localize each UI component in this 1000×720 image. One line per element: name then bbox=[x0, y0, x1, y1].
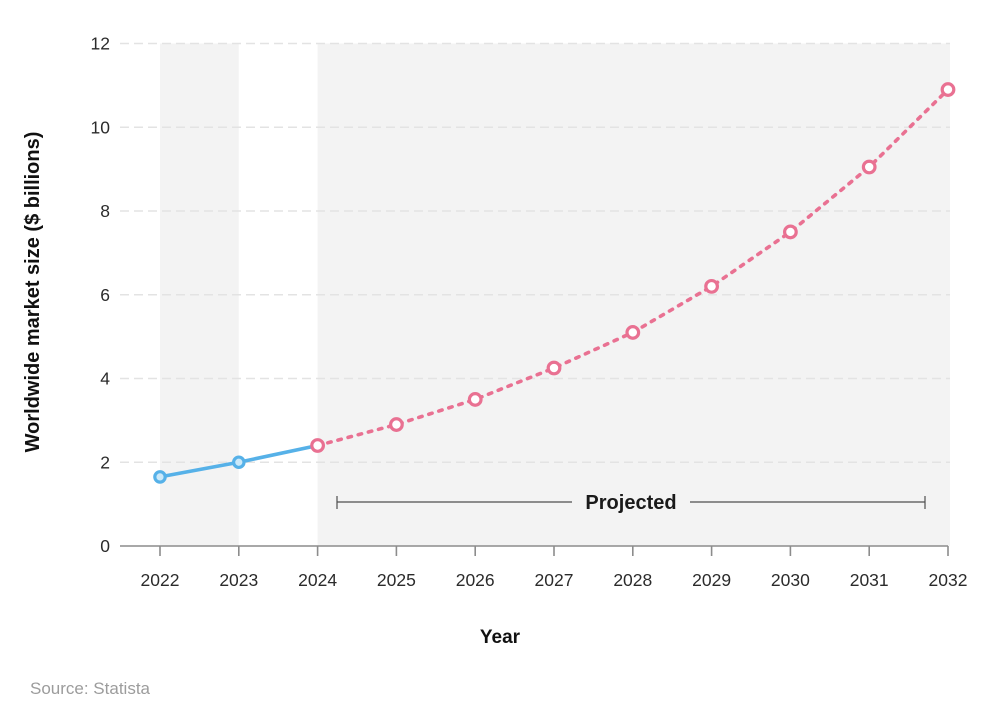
x-tick-label: 2032 bbox=[929, 570, 968, 590]
projected-data-point bbox=[467, 392, 483, 407]
projected-data-point bbox=[783, 224, 798, 240]
actual-data-point bbox=[232, 455, 246, 470]
y-tick-label: 0 bbox=[100, 536, 110, 556]
source-note: Source: Statista bbox=[30, 679, 151, 698]
projected-data-point bbox=[546, 360, 562, 376]
x-tick-label: 2027 bbox=[535, 570, 574, 590]
y-axis-title: Worldwide market size ($ billions) bbox=[22, 132, 44, 453]
y-tick-label: 6 bbox=[100, 285, 110, 305]
y-tick-label: 4 bbox=[100, 369, 110, 389]
y-tick-label: 12 bbox=[91, 34, 110, 54]
y-tick-label: 2 bbox=[100, 452, 110, 472]
projected-data-point bbox=[310, 438, 326, 453]
x-tick-label: 2030 bbox=[771, 570, 810, 590]
projected-data-point bbox=[861, 159, 877, 175]
projected-data-point bbox=[389, 417, 404, 432]
projected-data-point bbox=[625, 325, 641, 340]
projected-data-point bbox=[940, 82, 956, 97]
plot-area: 0 2 4 6 8 10 12 2022 2023 2024 2025 2026 2027 2028 202… bbox=[91, 34, 968, 591]
x-tick-label: 2029 bbox=[692, 570, 731, 590]
projected-label: Projected bbox=[585, 492, 676, 514]
x-tick-label: 2025 bbox=[377, 570, 416, 590]
x-tick-label: 2024 bbox=[298, 570, 337, 590]
actual-data-point bbox=[153, 470, 167, 484]
x-tick-label: 2022 bbox=[141, 570, 180, 590]
y-tick-label: 10 bbox=[91, 117, 111, 137]
x-tick-label: 2031 bbox=[850, 570, 889, 590]
projected-annotation: Projected bbox=[336, 492, 926, 514]
projected-data-point bbox=[704, 278, 719, 294]
x-tick-label: 2028 bbox=[613, 570, 652, 590]
x-axis-title: Year bbox=[480, 627, 521, 648]
x-tick-label: 2023 bbox=[219, 570, 258, 590]
y-tick-label: 8 bbox=[100, 201, 110, 221]
x-tick-label: 2026 bbox=[456, 570, 495, 590]
